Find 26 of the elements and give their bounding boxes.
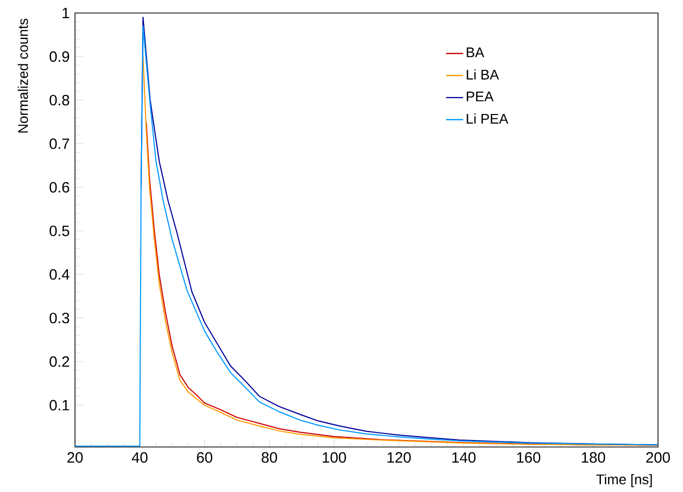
- y-tick-label: 0.6: [50, 182, 70, 193]
- x-axis-title: Time [ns]: [596, 474, 652, 488]
- x-tick-label: 180: [582, 452, 606, 463]
- y-tick-label: 0.5: [50, 226, 70, 236]
- legend-label: Li PEA: [466, 113, 508, 124]
- y-tick-label: 0.9: [50, 51, 70, 62]
- x-tick-label: 60: [197, 452, 212, 463]
- x-tick-label: 160: [517, 452, 540, 463]
- x-tick-label: 20: [67, 452, 83, 463]
- y-tick-label: 0.3: [50, 312, 70, 324]
- y-axis-title: Normalized counts: [18, 18, 28, 133]
- x-tick-label: 140: [452, 452, 476, 463]
- y-tick-label: 0.8: [50, 94, 70, 106]
- y-tick-label: 1: [62, 8, 70, 18]
- x-tick-label: 40: [132, 452, 148, 463]
- y-tick-label: 0.2: [50, 356, 70, 367]
- y-tick-label: 0.1: [50, 400, 70, 410]
- legend-label: PEA: [466, 92, 494, 102]
- legend-label: BA: [466, 48, 484, 58]
- legend-label: Li BA: [466, 69, 499, 80]
- x-tick-label: 80: [262, 452, 278, 463]
- y-tick-label: 0.4: [50, 269, 70, 280]
- x-tick-label: 120: [388, 452, 411, 463]
- x-tick-label: 200: [646, 452, 670, 463]
- x-tick-label: 100: [322, 452, 346, 463]
- y-tick-label: 0.7: [50, 138, 70, 149]
